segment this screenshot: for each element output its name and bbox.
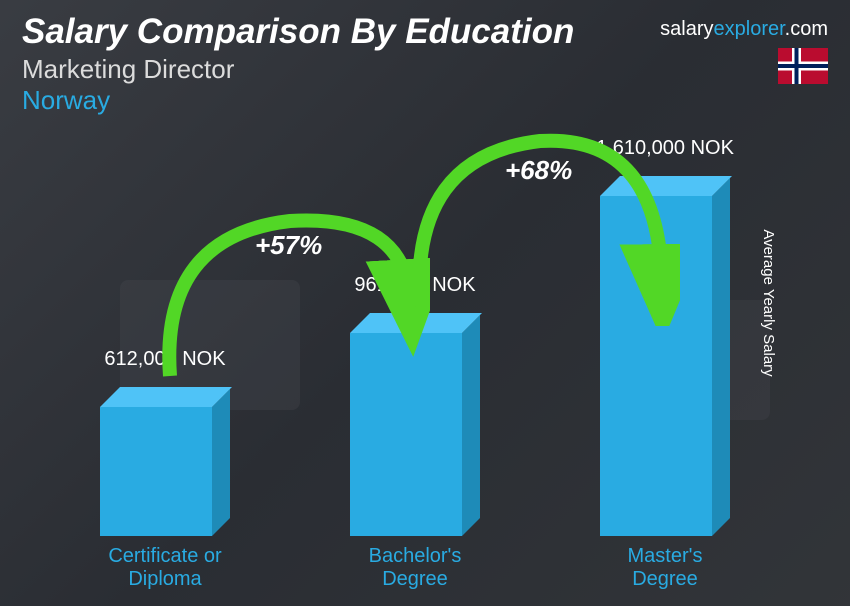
job-title: Marketing Director <box>22 54 828 85</box>
cat-line2: Degree <box>382 568 448 590</box>
norway-flag-icon <box>778 48 828 84</box>
brand-logo: salaryexplorer.com <box>660 18 828 41</box>
y-axis-label: Average Yearly Salary <box>760 229 777 376</box>
category-label-1: Certificate or Diploma <box>80 545 250 591</box>
brand-pre: salary <box>660 18 713 40</box>
category-label-2: Bachelor's Degree <box>330 545 500 591</box>
cat-line2: Degree <box>632 568 698 590</box>
cat-line1: Master's <box>628 545 703 567</box>
country-name: Norway <box>22 85 828 116</box>
cat-line1: Bachelor's <box>369 545 462 567</box>
brand-mid: explorer <box>714 18 785 40</box>
category-label-3: Master's Degree <box>580 545 750 591</box>
cat-line2: Diploma <box>128 568 201 590</box>
bar-side <box>462 315 480 536</box>
increment-label-2: +68% <box>505 155 572 186</box>
brand-suf: .com <box>785 18 828 40</box>
bar-side <box>712 178 730 536</box>
increment-label-1: +57% <box>255 230 322 261</box>
bar-front <box>100 407 212 536</box>
cat-line1: Certificate or <box>108 545 221 567</box>
bar-side <box>212 389 230 536</box>
chart-area: 612,000 NOK 961,000 NOK 1,610,000 NOK <box>40 140 790 536</box>
